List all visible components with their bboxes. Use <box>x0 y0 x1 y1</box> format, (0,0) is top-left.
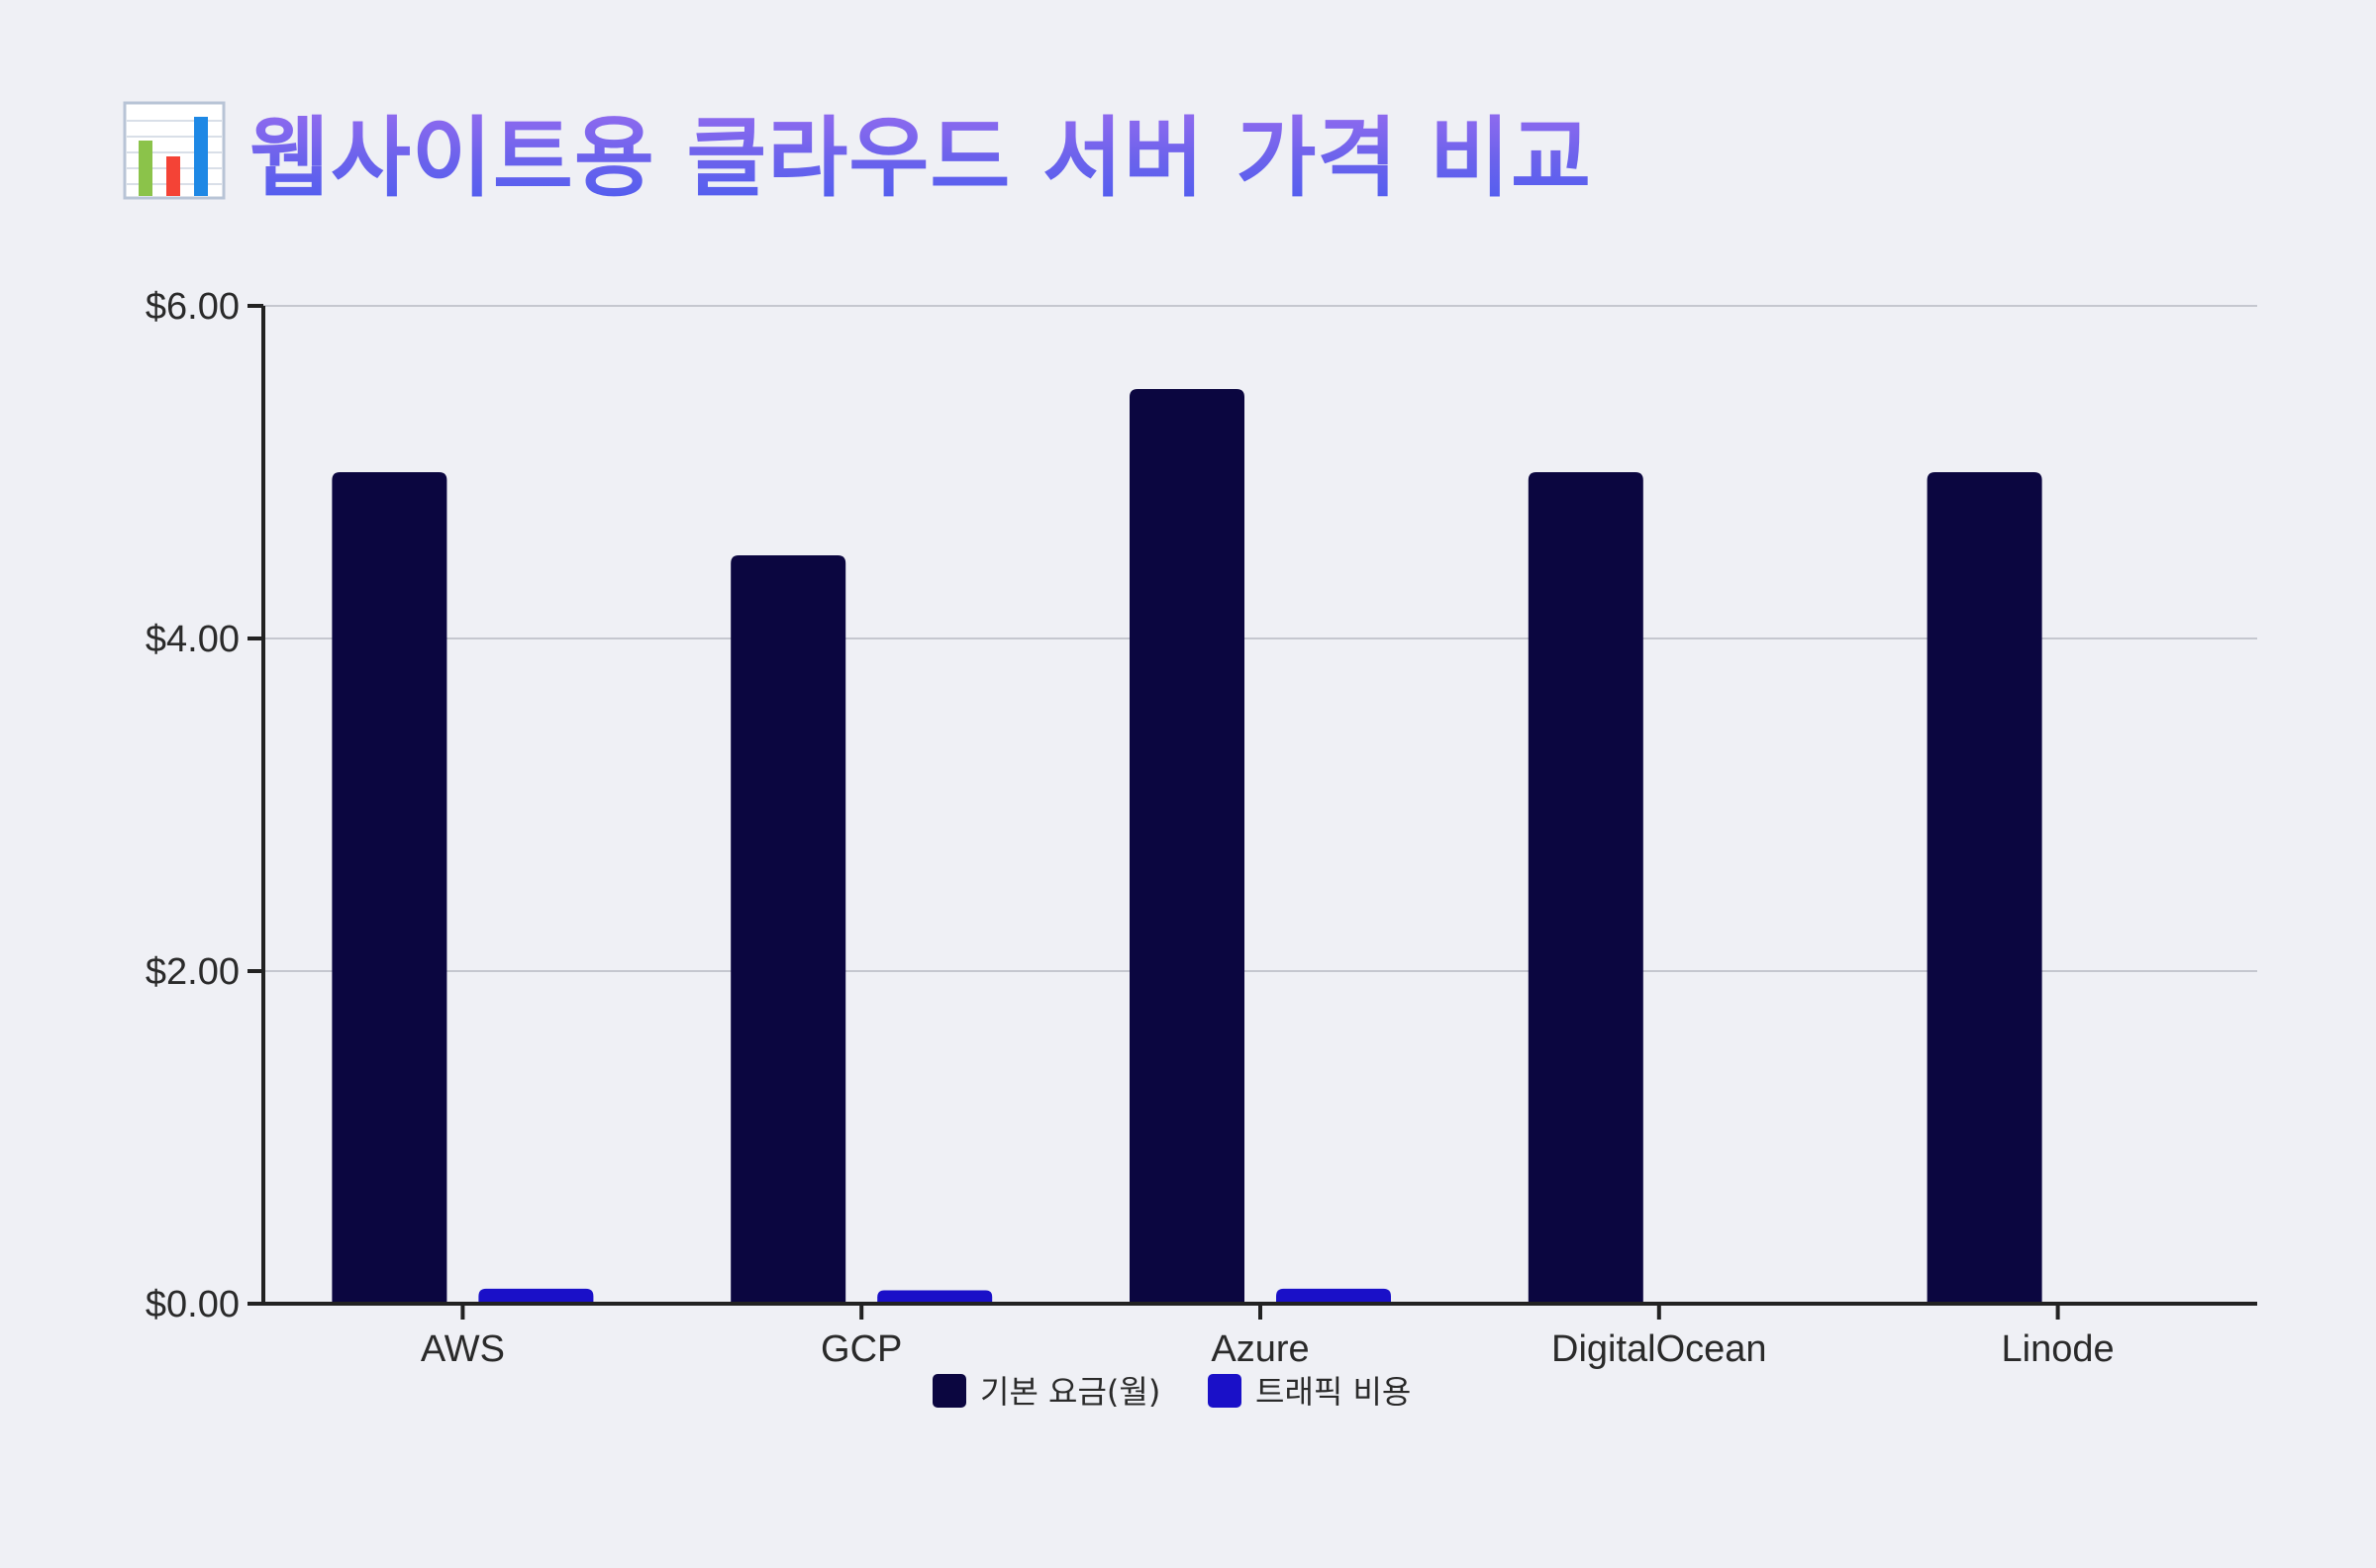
bar-gcp-series-1 <box>731 555 846 1304</box>
bar-aws-series-1 <box>332 472 447 1304</box>
bar-digitalocean-series-1 <box>1528 472 1643 1304</box>
x-tick-label: DigitalOcean <box>1551 1328 1767 1370</box>
x-tick-label: Azure <box>1211 1328 1309 1370</box>
legend: 기본 요금(월) 트래픽 비용 <box>933 1373 1411 1411</box>
title-row: 웹사이트용 클라우드 서버 가격 비교 <box>123 91 1592 210</box>
bar-azure-series-2 <box>1276 1288 1391 1304</box>
bar-chart-icon <box>123 101 226 200</box>
axes <box>248 304 2257 1320</box>
bars <box>332 389 2042 1304</box>
y-tick-label: $2.00 <box>146 951 240 993</box>
x-tick-label: Linode <box>2002 1328 2115 1370</box>
bar-gcp-series-2 <box>877 1290 993 1304</box>
bar-linode-series-1 <box>1927 472 2042 1304</box>
legend-swatch <box>933 1374 966 1408</box>
bar-azure-series-1 <box>1130 389 1244 1304</box>
legend-label: 기본 요금(월) <box>980 1373 1160 1411</box>
bar-aws-series-2 <box>478 1288 594 1304</box>
chart-title: 웹사이트용 클라우드 서버 가격 비교 <box>249 88 1592 214</box>
x-tick-label: GCP <box>821 1328 902 1370</box>
y-tick-label: $6.00 <box>146 286 240 328</box>
legend-label: 트래픽 비용 <box>1255 1373 1411 1411</box>
legend-swatch <box>1208 1374 1241 1408</box>
y-tick-label: $0.00 <box>146 1284 240 1325</box>
y-tick-label: $4.00 <box>146 619 240 660</box>
x-tick-label: AWS <box>421 1328 505 1370</box>
grid-lines <box>263 305 2257 972</box>
tick-labels: $0.00 $2.00 $4.00 $6.00 AWS GCP Azure DigitalOc… <box>146 286 2115 1370</box>
